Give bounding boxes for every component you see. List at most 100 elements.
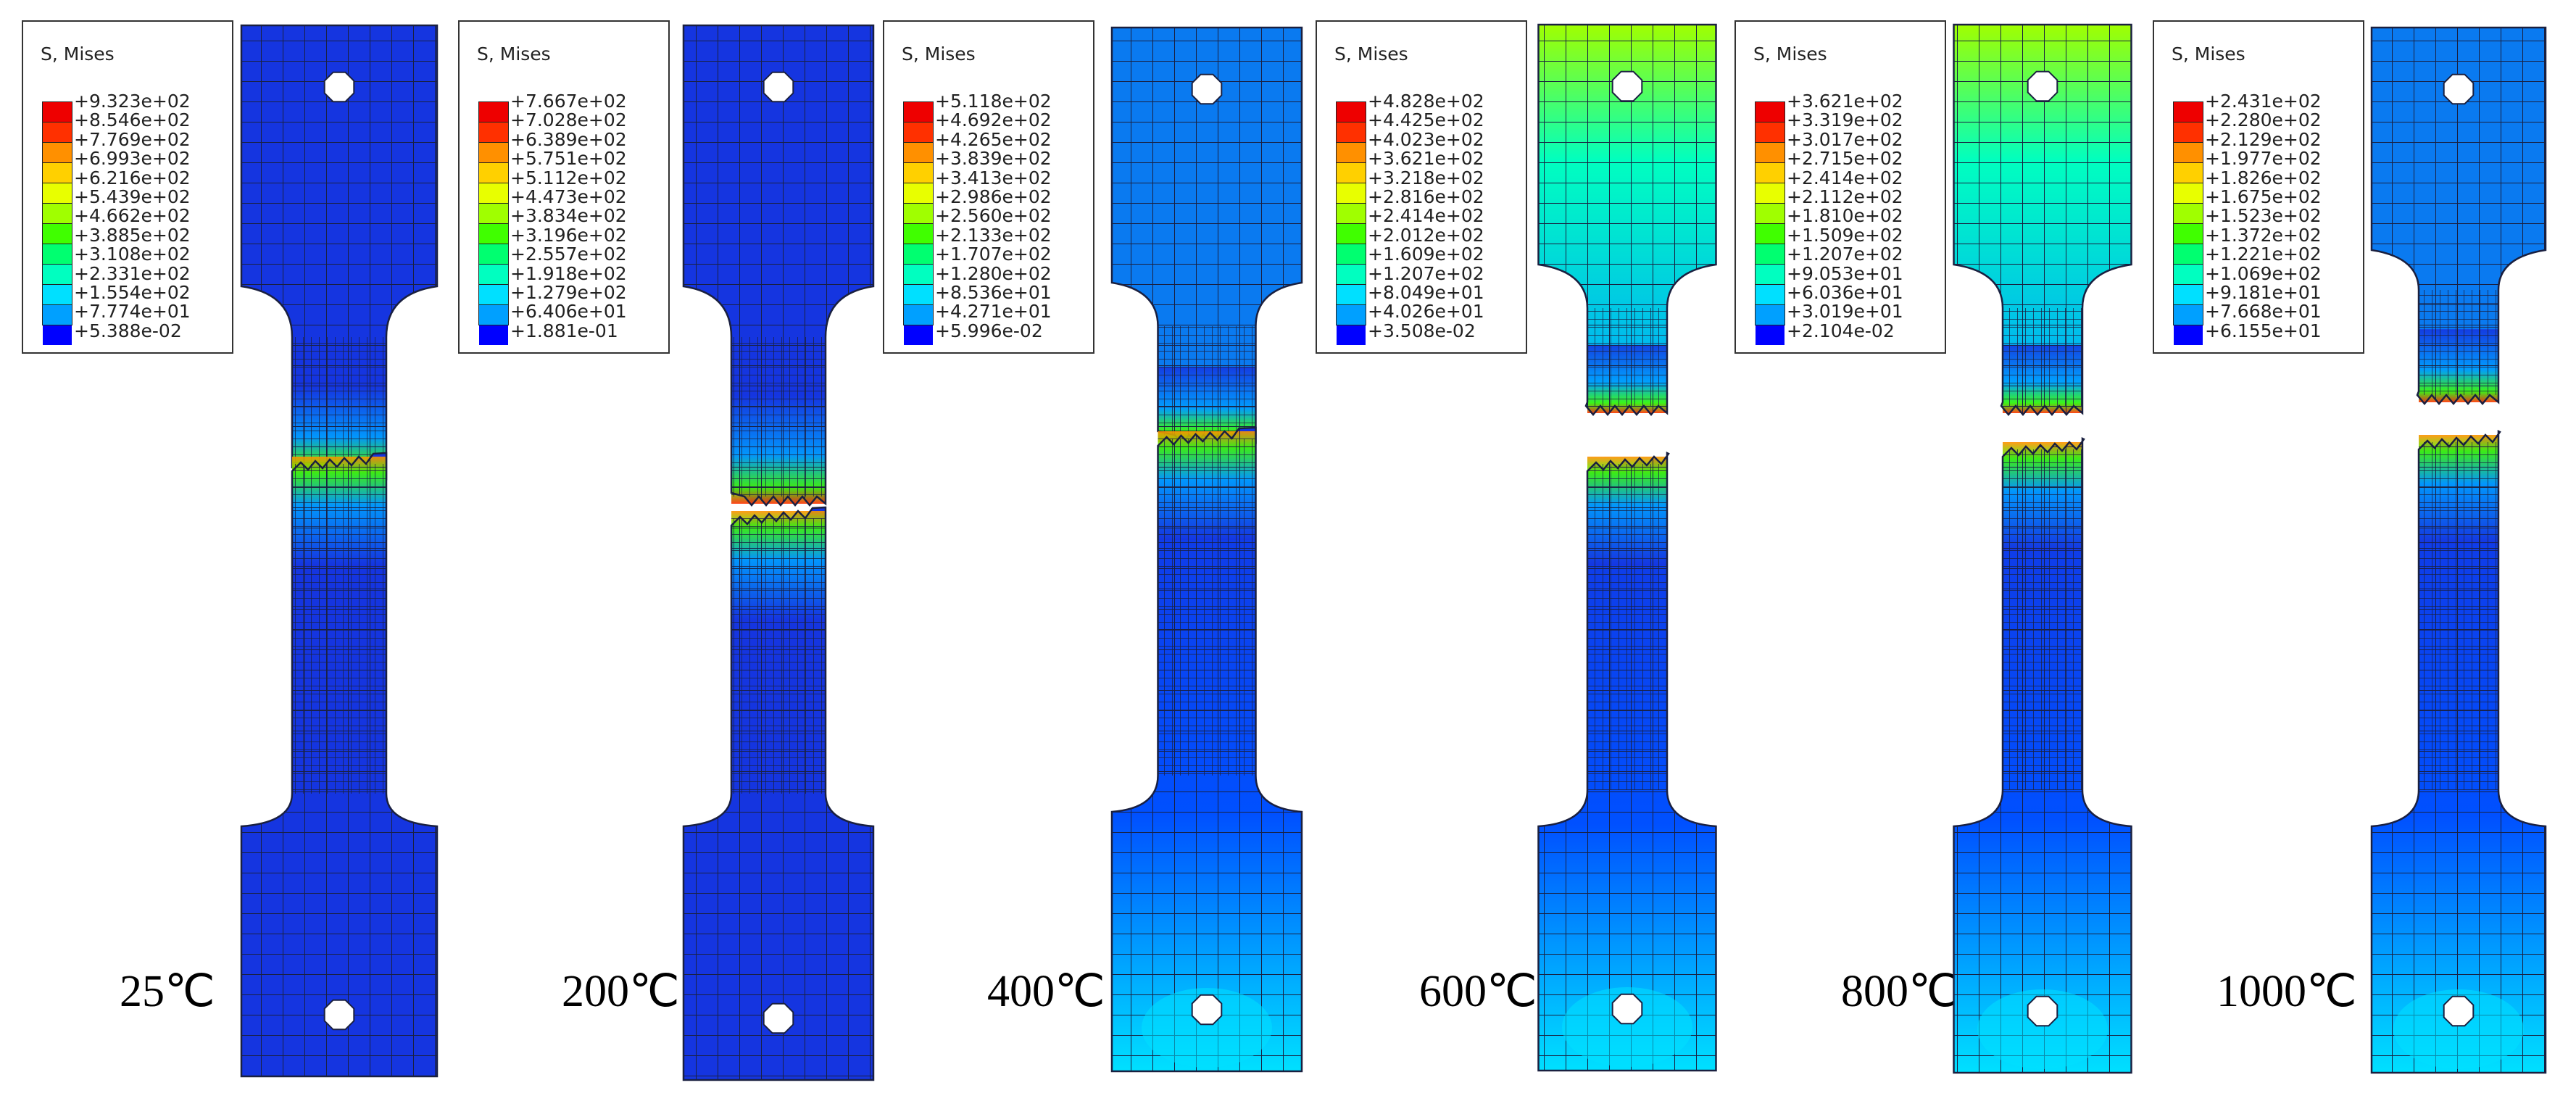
legend-value: +1.609e+02 [1368,244,1484,265]
legend-value: +1.977e+02 [2205,148,2322,170]
legend-color-segment [43,325,72,345]
legend-color-segment [904,142,933,162]
temperature-label-25c: 25℃ [120,967,215,1016]
pin-hole [2443,995,2475,1027]
legend-value: +8.546e+02 [74,109,191,131]
legend-color-segment [43,203,72,223]
legend-value: +3.885e+02 [74,224,191,246]
legend-value: +2.133e+02 [935,224,1052,246]
legend-value: +1.221e+02 [2205,244,2322,265]
legend-value: +5.439e+02 [74,186,191,207]
legend-color-segment [2174,304,2203,325]
legend-color-segment [904,101,933,122]
hole-stress-zone [1562,987,1692,1067]
legend-value: +5.388e-02 [74,320,182,341]
legend-color-segment [2174,183,2203,203]
legend-color-segment [904,325,933,345]
legend-colorbar [478,101,509,345]
legend-value: +7.769e+02 [74,128,191,150]
legend-value: +1.826e+02 [2205,167,2322,188]
legend-color-segment [1337,101,1366,122]
outline [1537,23,1717,416]
legend-value: +1.207e+02 [1787,244,1903,265]
legend-value: +2.715e+02 [1787,148,1903,170]
fine-mesh [1158,326,1256,435]
legend-color-segment [43,244,72,264]
legend-value: +1.069e+02 [2205,262,2322,284]
legend-value: +1.279e+02 [510,281,627,303]
legend-200c: S, Mises +7.667e+02 +7.028e+02 +6.389e+02 +… [458,20,670,354]
legend-color-segment [2174,325,2203,345]
legend-color-segment [1337,325,1366,345]
temperature-label-600c: 600℃ [1419,967,1537,1016]
fine-mesh [2419,442,2498,790]
fine-mesh [1587,308,1667,406]
legend-color-segment [1756,122,1784,142]
legend-color-segment [2174,203,2203,223]
legend-colorbar [903,101,934,345]
legend-value: +2.414e+02 [1787,167,1903,188]
legend-value: +1.675e+02 [2205,186,2322,207]
fine-mesh [2003,308,2082,406]
legend-color-segment [479,183,508,203]
legend-color-segment [479,304,508,325]
specimen-600℃ [1537,23,1717,1072]
legend-value: +5.112e+02 [510,167,627,188]
legend-title: S, Mises [477,43,551,65]
legend-color-segment [1756,162,1784,183]
legend-1000c: S, Mises +2.431e+02 +2.280e+02 +2.129e+02 +… [2153,20,2364,354]
legend-value: +1.881e-01 [510,320,618,341]
legend-value: +2.104e-02 [1787,320,1895,341]
mesh-grid [684,25,873,505]
legend-color-segment [43,142,72,162]
legend-value: +4.425e+02 [1368,109,1484,131]
legend-color-segment [2174,284,2203,304]
legend-value: +1.523e+02 [2205,205,2322,227]
legend-color-segment [1337,162,1366,183]
legend-color-segment [1337,304,1366,325]
legend-values: +7.667e+02 +7.028e+02 +6.389e+02 +5.751e+02… [510,91,627,341]
fine-mesh [2003,449,2082,790]
legend-color-segment [43,264,72,284]
temperature-label-200c: 200℃ [562,967,680,1016]
legend-color-segment [2174,223,2203,244]
legend-color-segment [43,101,72,122]
legend-value: +3.413e+02 [935,167,1052,188]
mesh-grid [2372,28,2546,404]
legend-color-segment [904,122,933,142]
mesh-grid [241,25,437,480]
legend-value: +1.372e+02 [2205,224,2322,246]
legend-value: +6.406e+01 [510,301,627,323]
legend-value: +4.026e+01 [1368,301,1484,323]
legend-value: +3.834e+02 [510,205,627,227]
legend-value: +4.473e+02 [510,186,627,207]
legend-value: +6.155e+01 [2205,320,2322,341]
legend-color-segment [1337,284,1366,304]
legend-value: +1.918e+02 [510,262,627,284]
legend-color-segment [43,223,72,244]
legend-title: S, Mises [2172,43,2245,65]
legend-color-segment [1756,284,1784,304]
outline [1110,426,1303,1073]
mesh-grid [1538,25,1716,415]
legend-value: +2.129e+02 [2205,128,2322,150]
mesh-grid [1953,25,2132,415]
outline [1953,23,2132,416]
legend-color-segment [479,264,508,284]
legend-value: +6.036e+01 [1787,281,1903,303]
hole-stress-zone [1977,989,2108,1069]
legend-color-segment [479,142,508,162]
legend-color-segment [479,203,508,223]
legend-value: +4.023e+02 [1368,128,1484,150]
legend-value: +4.265e+02 [935,128,1052,150]
specimen-400℃ [1110,26,1303,1073]
fine-mesh [731,518,826,794]
legend-value: +3.017e+02 [1787,128,1903,150]
legend-color-segment [43,162,72,183]
legend-color-segment [479,284,508,304]
temperature-label-400c: 400℃ [987,967,1105,1016]
fine-mesh [1158,439,1256,776]
legend-value: +6.389e+02 [510,128,627,150]
legend-600c: S, Mises +4.828e+02 +4.425e+02 +4.023e+02 +… [1316,20,1527,354]
